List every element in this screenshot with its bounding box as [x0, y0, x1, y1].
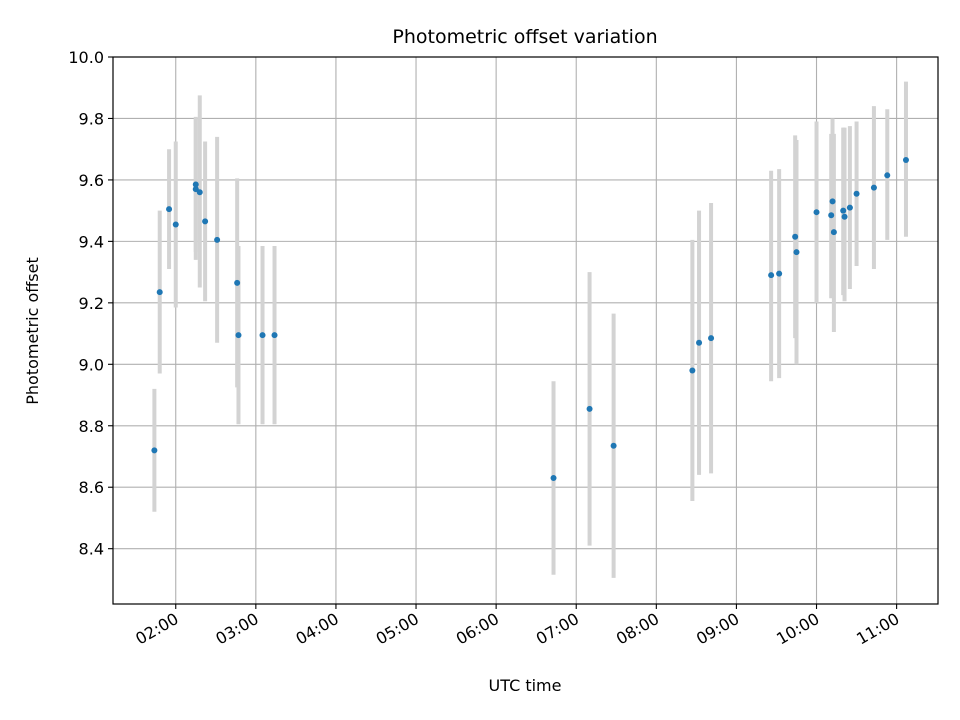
data-point [840, 207, 847, 214]
data-point [235, 332, 242, 339]
y-tick-label: 9.8 [79, 109, 104, 128]
y-axis-title: Photometric offset [23, 257, 42, 405]
data-point [776, 270, 783, 277]
data-point [813, 209, 820, 216]
y-tick-label: 9.2 [79, 294, 104, 313]
x-axis-title: UTC time [489, 676, 562, 695]
data-point [172, 221, 179, 228]
chart-title: Photometric offset variation [392, 26, 657, 48]
y-axis: 8.4 8.6 8.8 9.0 9.2 9.4 9.6 9.8 10.0 [68, 48, 113, 559]
y-tick-label: 8.8 [79, 417, 104, 436]
data-point [768, 272, 775, 279]
y-tick-label: 9.0 [79, 355, 104, 374]
plot-area [113, 57, 938, 604]
data-point [841, 213, 848, 220]
data-point [259, 332, 266, 339]
data-point [829, 198, 836, 205]
data-point [550, 475, 557, 482]
data-point [192, 181, 199, 188]
data-point [830, 229, 837, 236]
data-point [166, 206, 173, 213]
data-point [151, 447, 158, 454]
data-points [151, 156, 909, 482]
y-tick-label: 8.6 [79, 478, 104, 497]
data-point [853, 190, 860, 197]
data-point [708, 335, 715, 342]
data-point [214, 236, 221, 243]
data-point [793, 249, 800, 256]
data-point [271, 332, 278, 339]
y-tick-label: 9.4 [79, 232, 104, 251]
y-tick-label: 10.0 [68, 48, 104, 67]
data-point [196, 189, 203, 196]
y-tick-label: 9.6 [79, 171, 104, 190]
data-point [156, 289, 163, 296]
data-point [870, 184, 877, 191]
data-point [610, 442, 617, 449]
data-point [792, 233, 799, 240]
data-point [828, 212, 835, 219]
data-point [884, 172, 891, 179]
data-point [846, 204, 853, 211]
plot-frame [112, 56, 939, 605]
data-point [689, 367, 696, 374]
data-point [902, 156, 909, 163]
data-point [696, 339, 703, 346]
data-point [234, 279, 241, 286]
y-tick-label: 8.4 [79, 540, 104, 559]
data-point [202, 218, 209, 225]
data-point [586, 405, 593, 412]
